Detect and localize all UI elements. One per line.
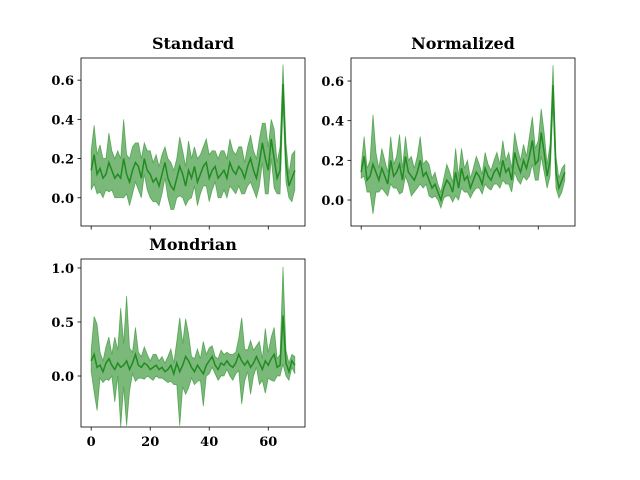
y-tick-label: 0.0: [51, 192, 74, 207]
y-tick-label: 0.4: [51, 113, 74, 128]
axes-frame: [80, 57, 306, 227]
data-line: [90, 84, 296, 192]
subplot-title: Normalized: [411, 34, 515, 53]
error-band: [90, 64, 296, 210]
x-tick-label: 20: [141, 435, 159, 450]
x-tick-label: 0: [87, 435, 96, 450]
y-tick-label: 0.5: [51, 316, 74, 331]
y-tick-label: 0.4: [321, 115, 344, 130]
data-line: [360, 84, 566, 203]
y-tick-label: 0.0: [51, 370, 74, 385]
error-band: [360, 65, 566, 214]
y-tick-label: 1.0: [51, 262, 74, 277]
x-tick-label: 40: [200, 435, 218, 450]
y-tick-label: 0.6: [51, 74, 74, 89]
error-band: [90, 266, 296, 427]
y-tick-label: 0.2: [321, 154, 344, 169]
axes-frame: [350, 57, 576, 227]
y-tick-label: 0.2: [51, 153, 74, 168]
subplot-title: Mondrian: [149, 235, 237, 254]
y-tick-label: 0.0: [321, 194, 344, 209]
subplot-title: Standard: [152, 34, 234, 53]
y-tick-label: 0.6: [321, 75, 344, 90]
data-line: [90, 315, 296, 377]
x-tick-label: 60: [259, 435, 277, 450]
axes-frame: [80, 258, 306, 428]
